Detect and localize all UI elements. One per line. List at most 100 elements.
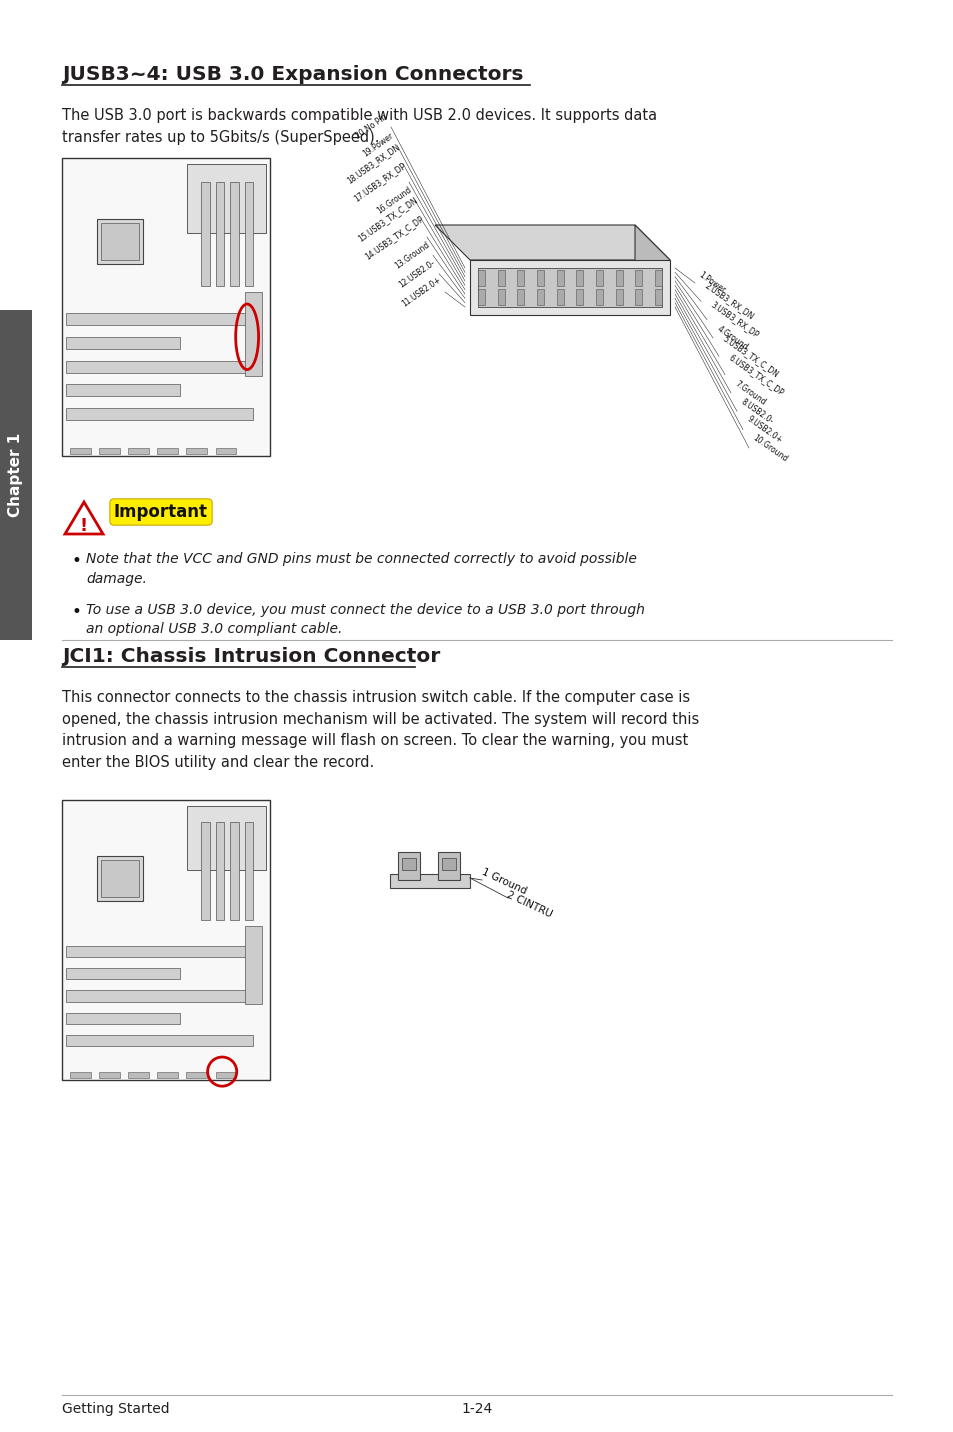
Bar [97, 219, 143, 265]
Bar [517, 289, 524, 305]
Bar [201, 822, 210, 921]
Bar [245, 182, 253, 286]
Text: 5.USB3_TX_C_DN: 5.USB3_TX_C_DN [720, 334, 780, 379]
Bar [128, 448, 149, 454]
Text: Getting Started: Getting Started [62, 1402, 170, 1416]
Bar [99, 1073, 120, 1078]
Text: To use a USB 3.0 device, you must connect the device to a USB 3.0 port through
a: To use a USB 3.0 device, you must connec… [86, 603, 644, 636]
Bar [101, 222, 139, 261]
Text: •: • [71, 603, 82, 621]
Text: Important: Important [113, 503, 208, 521]
Bar [215, 822, 224, 921]
Bar [66, 991, 253, 1001]
Text: 6.USB3_TX_C_DP: 6.USB3_TX_C_DP [726, 352, 784, 397]
Bar [187, 806, 266, 871]
Bar [66, 945, 253, 957]
Text: Note that the VCC and GND pins must be connected correctly to avoid possible
dam: Note that the VCC and GND pins must be c… [86, 551, 637, 586]
Text: 12.USB2.0-: 12.USB2.0- [397, 258, 436, 289]
Bar [596, 289, 602, 305]
Bar [66, 1012, 180, 1024]
Bar [66, 384, 180, 397]
Text: 2 CINTRU: 2 CINTRU [504, 891, 553, 919]
Text: 14.USB3_TX_C_DP: 14.USB3_TX_C_DP [362, 213, 424, 261]
Text: 4.Ground: 4.Ground [714, 324, 748, 352]
Text: 19.Power: 19.Power [360, 132, 395, 159]
Bar [231, 182, 238, 286]
Bar [186, 448, 207, 454]
Bar [157, 1073, 178, 1078]
Text: The USB 3.0 port is backwards compatible with USB 2.0 devices. It supports data
: The USB 3.0 port is backwards compatible… [62, 107, 657, 145]
Bar [596, 271, 602, 286]
Bar [537, 289, 543, 305]
Bar [66, 968, 180, 979]
Bar [557, 289, 563, 305]
Text: 20.No Pin: 20.No Pin [354, 113, 389, 142]
Bar [477, 271, 484, 286]
Bar [97, 855, 143, 901]
Bar [62, 800, 270, 1080]
Bar [441, 858, 456, 871]
Bar [517, 271, 524, 286]
Bar [215, 448, 236, 454]
Bar [576, 271, 582, 286]
Text: 7.Ground: 7.Ground [732, 379, 766, 407]
Bar [70, 1073, 91, 1078]
Text: 9.USB2.0+: 9.USB2.0+ [744, 414, 783, 445]
Bar [497, 271, 504, 286]
Bar [187, 163, 266, 232]
Bar [245, 927, 261, 1004]
Text: !: ! [80, 517, 88, 536]
Bar [66, 337, 180, 349]
Bar [437, 852, 459, 881]
Text: 17.USB3_RX_DP: 17.USB3_RX_DP [352, 160, 407, 203]
Bar [186, 1073, 207, 1078]
Bar [655, 271, 661, 286]
Text: 11.USB2.0+: 11.USB2.0+ [400, 275, 442, 309]
Polygon shape [477, 268, 661, 306]
Bar [477, 289, 484, 305]
Bar [62, 158, 270, 455]
Text: JCI1: Chassis Intrusion Connector: JCI1: Chassis Intrusion Connector [62, 647, 439, 666]
Text: This connector connects to the chassis intrusion switch cable. If the computer c: This connector connects to the chassis i… [62, 690, 699, 770]
Text: 18.USB3_RX_DN: 18.USB3_RX_DN [345, 142, 400, 185]
Bar [576, 289, 582, 305]
Bar [397, 852, 419, 881]
Polygon shape [65, 503, 103, 534]
Bar [215, 182, 224, 286]
Text: 3.USB3_RX_DP: 3.USB3_RX_DP [708, 299, 760, 339]
Text: 10.Ground: 10.Ground [750, 432, 788, 463]
Bar [497, 289, 504, 305]
Bar [615, 271, 622, 286]
Text: 16.Ground: 16.Ground [375, 185, 413, 216]
Text: 15.USB3_TX_C_DN: 15.USB3_TX_C_DN [355, 195, 418, 242]
Text: 2.USB3_RX_DN: 2.USB3_RX_DN [702, 281, 755, 321]
Text: JUSB3~4: USB 3.0 Expansion Connectors: JUSB3~4: USB 3.0 Expansion Connectors [62, 64, 523, 84]
Text: 8.USB2.0-: 8.USB2.0- [739, 397, 774, 425]
Text: 1-24: 1-24 [461, 1402, 492, 1416]
Bar [231, 822, 238, 921]
Text: 1 Ground: 1 Ground [479, 868, 528, 896]
Text: 13.Ground: 13.Ground [393, 241, 431, 271]
Bar [401, 858, 416, 871]
Bar [0, 309, 32, 640]
Bar [66, 1035, 253, 1047]
Polygon shape [435, 225, 669, 261]
Text: Chapter 1: Chapter 1 [9, 432, 24, 517]
Polygon shape [470, 261, 669, 315]
Bar [245, 822, 253, 921]
Bar [201, 182, 210, 286]
Bar [66, 361, 253, 372]
Bar [70, 448, 91, 454]
Bar [66, 408, 253, 420]
Bar [101, 859, 139, 898]
Bar [390, 874, 470, 888]
Bar [635, 271, 641, 286]
Bar [215, 1073, 236, 1078]
Bar [66, 314, 253, 325]
Polygon shape [635, 225, 669, 315]
Bar [557, 271, 563, 286]
Bar [99, 448, 120, 454]
Bar [635, 289, 641, 305]
Bar [655, 289, 661, 305]
Bar [615, 289, 622, 305]
